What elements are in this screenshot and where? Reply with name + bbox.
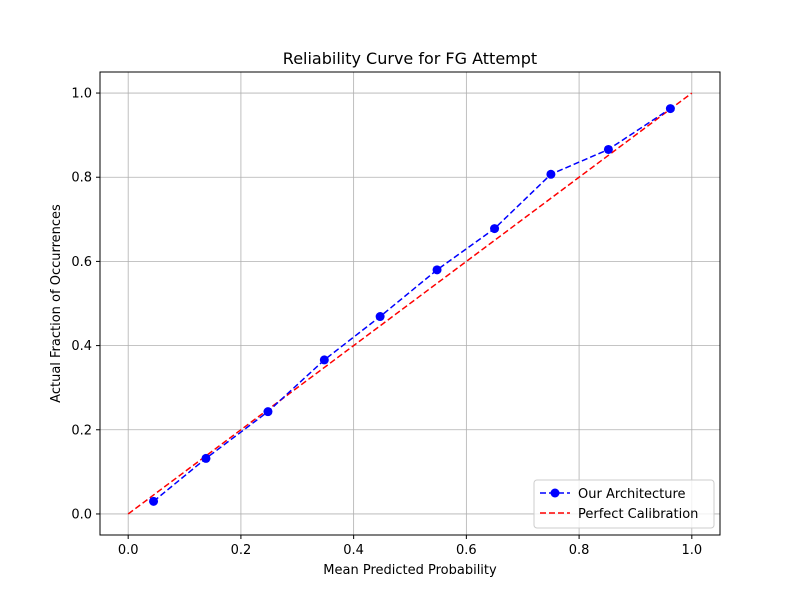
data-point-our-architecture (201, 453, 211, 463)
data-point-our-architecture (603, 144, 613, 154)
series-layer (127, 92, 693, 515)
y-axis-label: Actual Fraction of Occurrences (49, 204, 64, 403)
legend-label-our-architecture: Our Architecture (578, 487, 686, 502)
legend-label-perfect-calibration: Perfect Calibration (578, 507, 698, 522)
data-point-our-architecture (546, 169, 556, 179)
data-point-our-architecture (149, 496, 159, 506)
grid (100, 72, 720, 535)
y-tick-label: 1.0 (71, 87, 92, 102)
chart-title: Reliability Curve for FG Attempt (283, 49, 537, 68)
plot-frame (99, 71, 721, 536)
y-tick-label: 0.2 (71, 423, 92, 438)
x-tick-label: 0.0 (118, 543, 139, 558)
x-tick-label: 0.6 (456, 543, 477, 558)
legend-marker-our-architecture (550, 488, 560, 498)
legend: Our Architecture Perfect Calibration (533, 479, 715, 529)
series-line-our-architecture (153, 107, 671, 502)
legend-box (533, 479, 715, 529)
y-tick-label: 0.8 (71, 171, 92, 186)
data-point-our-architecture (319, 355, 329, 365)
y-tick-label: 0.4 (71, 339, 92, 354)
x-tick-label: 0.4 (343, 543, 364, 558)
x-axis-label: Mean Predicted Probability (323, 563, 497, 578)
x-tick-label: 0.2 (231, 543, 252, 558)
ticks: 0.0 0.2 0.4 0.6 0.8 1.0 0.0 0.2 0.4 0.6 0.8 1.0 (71, 87, 702, 558)
data-point-our-architecture (375, 312, 385, 322)
y-tick-label: 0.0 (71, 507, 92, 522)
data-point-our-architecture (432, 265, 442, 275)
x-tick-label: 0.8 (569, 543, 590, 558)
data-point-our-architecture (665, 104, 675, 114)
data-point-our-architecture (490, 224, 500, 234)
x-tick-label: 1.0 (681, 543, 702, 558)
series-line-perfect-calibration (127, 92, 693, 515)
y-tick-label: 0.6 (71, 255, 92, 270)
data-point-our-architecture (263, 407, 273, 417)
